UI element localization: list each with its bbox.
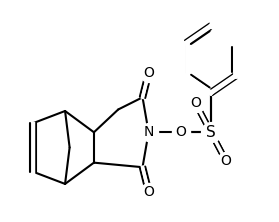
Text: N: N [143,125,154,139]
Text: S: S [206,125,216,140]
Text: O: O [143,66,154,80]
Text: O: O [221,154,232,168]
Text: O: O [143,184,154,198]
Text: O: O [143,184,154,198]
Text: O: O [175,125,186,139]
Text: O: O [175,125,186,139]
Text: O: O [190,96,201,110]
Text: O: O [190,96,201,110]
Text: S: S [206,125,216,140]
Text: N: N [143,125,154,139]
Text: O: O [143,66,154,80]
Text: O: O [221,154,232,168]
